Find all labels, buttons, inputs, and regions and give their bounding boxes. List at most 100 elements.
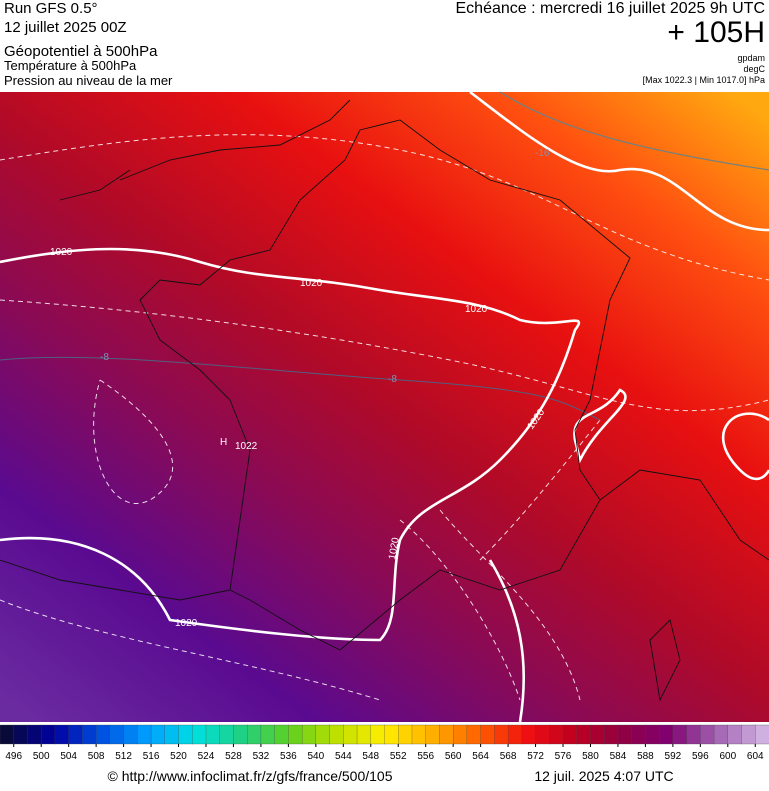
- colorbar-cell: [301, 724, 317, 745]
- colorbar-cell: [741, 724, 756, 745]
- colorbar-cell: [315, 724, 331, 745]
- colorbar-cell: [205, 724, 221, 745]
- isobar-label: 1020: [50, 247, 73, 258]
- colorbar-label: 572: [527, 751, 544, 762]
- colorbar-cell: [658, 724, 674, 745]
- isobar: [573, 388, 627, 464]
- colorbar-cell: [549, 724, 564, 745]
- colorbar-cell: [164, 724, 180, 745]
- temp-contour: [0, 134, 769, 281]
- temp-label: -8: [100, 352, 109, 363]
- colorbar-cell: [507, 724, 523, 745]
- isobar: [469, 90, 769, 232]
- italy-coast: [599, 469, 769, 561]
- colorbar-cell: [562, 724, 578, 745]
- colorbar-cell: [713, 724, 729, 745]
- colorbar-cell: [494, 724, 509, 745]
- colorbar-label: 500: [33, 751, 50, 762]
- isobar-label: 1020: [387, 536, 402, 560]
- isobar-label: 1020: [465, 304, 488, 315]
- param: Température à 500hPa: [4, 58, 137, 73]
- colorbar-label: 496: [5, 751, 22, 762]
- colorbar-label: 516: [143, 751, 160, 762]
- colorbar-cell: [288, 724, 303, 745]
- colorbar-label: 508: [88, 751, 105, 762]
- colorbar-label: 548: [362, 751, 379, 762]
- colorbar-label: 536: [280, 751, 297, 762]
- lead-time: + 105H: [667, 16, 765, 49]
- temp-contour: [399, 419, 601, 701]
- colorbar-cell: [370, 724, 386, 745]
- colorbar-cell: [27, 724, 42, 745]
- isobar-label: 1020: [175, 618, 198, 629]
- colorbar-cell: [439, 724, 454, 745]
- echeance: Echéance : mercredi 16 juillet 2025 9h U…: [456, 0, 766, 17]
- temp-line: [0, 356, 601, 421]
- isobar: [0, 247, 581, 642]
- colorbar-label: 580: [582, 751, 599, 762]
- colorbar-cell: [631, 724, 647, 745]
- colorbar-cell: [41, 724, 56, 745]
- colorbar-cell: [247, 724, 262, 745]
- colorbar-label: 604: [747, 751, 764, 762]
- colorbar-cell: [398, 724, 413, 745]
- colorbar-cell: [356, 724, 372, 745]
- colorbar-label: 504: [60, 751, 77, 762]
- colorbar-label: 532: [253, 751, 270, 762]
- temp-line: [499, 91, 769, 171]
- unit: gpdam: [737, 53, 765, 63]
- colorbar-label: 524: [198, 751, 215, 762]
- colorbar-label: 588: [637, 751, 654, 762]
- colorbar-cell: [233, 724, 248, 745]
- colorbar-label: 560: [445, 751, 462, 762]
- colorbar-cell: [329, 724, 344, 745]
- temp-contour: [0, 299, 769, 412]
- temp-contour: [93, 379, 173, 504]
- param: Géopotentiel à 500hPa: [4, 43, 158, 60]
- colorbar-cell: [137, 724, 152, 745]
- colorbar-cell: [260, 724, 276, 745]
- colorbar-cell: [123, 724, 138, 745]
- uk-coast: [59, 99, 351, 201]
- colorbar-cell: [274, 724, 290, 745]
- colorbar-cell: [411, 724, 427, 745]
- colorbar-cell: [384, 724, 399, 745]
- colorbar-cell: [219, 724, 235, 745]
- colorbar-cell: [343, 724, 358, 745]
- temp-label: -16: [535, 148, 550, 159]
- temp-contour: [0, 599, 381, 701]
- colorbar-cell: [645, 724, 660, 745]
- colorbar-label: 528: [225, 751, 242, 762]
- colorbar-label: 556: [417, 751, 434, 762]
- param: Pression au niveau de la mer: [4, 73, 173, 88]
- map: H 1022: [0, 90, 769, 723]
- colorbar-label: 540: [307, 751, 324, 762]
- colorbar-cell: [178, 724, 193, 745]
- colorbar-cell: [0, 724, 15, 745]
- colorbar-cell: [95, 724, 111, 745]
- footer-url: © http://www.infoclimat.fr/z/gfs/france/…: [108, 768, 393, 784]
- colorbar-cell: [109, 724, 125, 745]
- colorbar-cell: [54, 724, 70, 745]
- colorbar-cell: [727, 724, 743, 745]
- high-label: H: [220, 437, 227, 448]
- colorbar-label: 596: [692, 751, 709, 762]
- high-value: 1022: [235, 441, 258, 452]
- isobar: [721, 412, 769, 481]
- colorbar-cell: [521, 724, 537, 745]
- run-date: 12 juillet 2025 00Z: [4, 19, 127, 36]
- colorbar-cell: [453, 724, 468, 745]
- colorbar-cell: [68, 724, 84, 745]
- spain-corsica-coast: [0, 559, 681, 702]
- colorbar-cell: [590, 724, 605, 745]
- colorbar-label: 592: [665, 751, 682, 762]
- temp-label: -8: [388, 374, 397, 385]
- colorbar-cell: [150, 724, 166, 745]
- colorbar-cell: [480, 724, 496, 745]
- colorbar-cell: [700, 724, 715, 745]
- unit: degC: [743, 64, 765, 74]
- colorbar-label: 544: [335, 751, 352, 762]
- colorbar-cell: [425, 724, 441, 745]
- colorbar-cell: [672, 724, 688, 745]
